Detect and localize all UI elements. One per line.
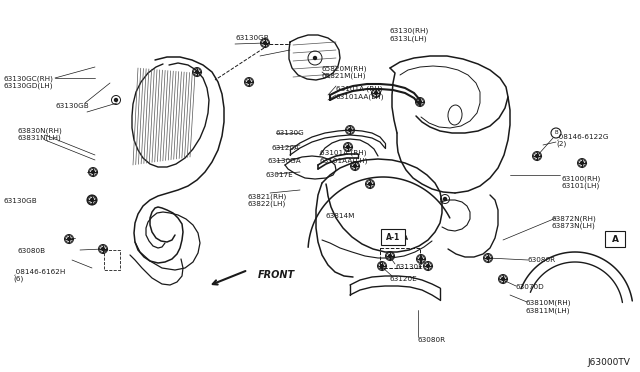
Circle shape xyxy=(195,71,198,74)
Text: 63100(RH)
63101(LH): 63100(RH) 63101(LH) xyxy=(561,175,600,189)
Circle shape xyxy=(444,198,447,201)
Circle shape xyxy=(580,161,584,164)
Circle shape xyxy=(374,92,378,94)
Text: 63101A (RH)
63101AA(LH): 63101A (RH) 63101AA(LH) xyxy=(336,86,385,100)
Text: 63130GB: 63130GB xyxy=(4,198,38,204)
Text: 63120E: 63120E xyxy=(389,276,417,282)
Text: 63872N(RH)
63873N(LH): 63872N(RH) 63873N(LH) xyxy=(551,215,596,229)
Text: 63120A: 63120A xyxy=(272,145,300,151)
Circle shape xyxy=(314,57,317,60)
Text: 63814M: 63814M xyxy=(326,213,355,219)
Text: FRONT: FRONT xyxy=(258,270,295,280)
Text: 63070D: 63070D xyxy=(516,284,545,290)
Text: 63830N(RH)
63831N(LH): 63830N(RH) 63831N(LH) xyxy=(18,127,63,141)
Text: 63130GC(RH)
63130GD(LH): 63130GC(RH) 63130GD(LH) xyxy=(4,75,54,89)
Text: 63821(RH)
63822(LH): 63821(RH) 63822(LH) xyxy=(248,193,287,207)
Text: 63080R: 63080R xyxy=(528,257,556,263)
Text: B: B xyxy=(90,198,94,202)
Circle shape xyxy=(381,264,383,267)
Text: 65820M(RH)
65821M(LH): 65820M(RH) 65821M(LH) xyxy=(322,65,367,79)
Text: 63130E: 63130E xyxy=(395,264,423,270)
Circle shape xyxy=(102,247,104,250)
Circle shape xyxy=(486,257,490,260)
Text: 63101A (RH)
63101AA(LH): 63101A (RH) 63101AA(LH) xyxy=(320,150,369,164)
Text: 63130GB: 63130GB xyxy=(235,35,269,41)
Circle shape xyxy=(419,257,422,260)
FancyBboxPatch shape xyxy=(605,231,625,247)
Text: 63810M(RH)
63811M(LH): 63810M(RH) 63811M(LH) xyxy=(525,300,570,314)
Text: J63000TV: J63000TV xyxy=(587,358,630,367)
Text: ¸08146-6162H
(6): ¸08146-6162H (6) xyxy=(13,268,67,282)
Text: 63130GA: 63130GA xyxy=(268,158,301,164)
Circle shape xyxy=(426,264,429,267)
Text: 63080B: 63080B xyxy=(18,248,46,254)
Text: 63130(RH)
6313L(LH): 63130(RH) 6313L(LH) xyxy=(390,28,429,42)
Circle shape xyxy=(388,254,392,257)
Text: 63130GB: 63130GB xyxy=(55,103,89,109)
Text: B: B xyxy=(554,131,558,135)
FancyBboxPatch shape xyxy=(381,229,405,245)
Circle shape xyxy=(92,170,95,173)
Circle shape xyxy=(248,80,250,83)
Text: A-1: A-1 xyxy=(386,232,400,241)
Circle shape xyxy=(264,42,266,45)
Text: 63130G: 63130G xyxy=(275,130,304,136)
Circle shape xyxy=(349,128,351,131)
Text: 63080R: 63080R xyxy=(418,337,446,343)
Circle shape xyxy=(90,199,93,202)
Text: 63017E: 63017E xyxy=(265,172,292,178)
Circle shape xyxy=(353,164,356,167)
Circle shape xyxy=(536,154,538,157)
Text: ¸08146-6122G
(2): ¸08146-6122G (2) xyxy=(556,133,609,147)
Text: A: A xyxy=(611,234,618,244)
Circle shape xyxy=(346,145,349,148)
Circle shape xyxy=(67,237,70,241)
Circle shape xyxy=(419,100,422,103)
Circle shape xyxy=(115,99,118,102)
Circle shape xyxy=(369,183,371,186)
Circle shape xyxy=(502,278,504,280)
